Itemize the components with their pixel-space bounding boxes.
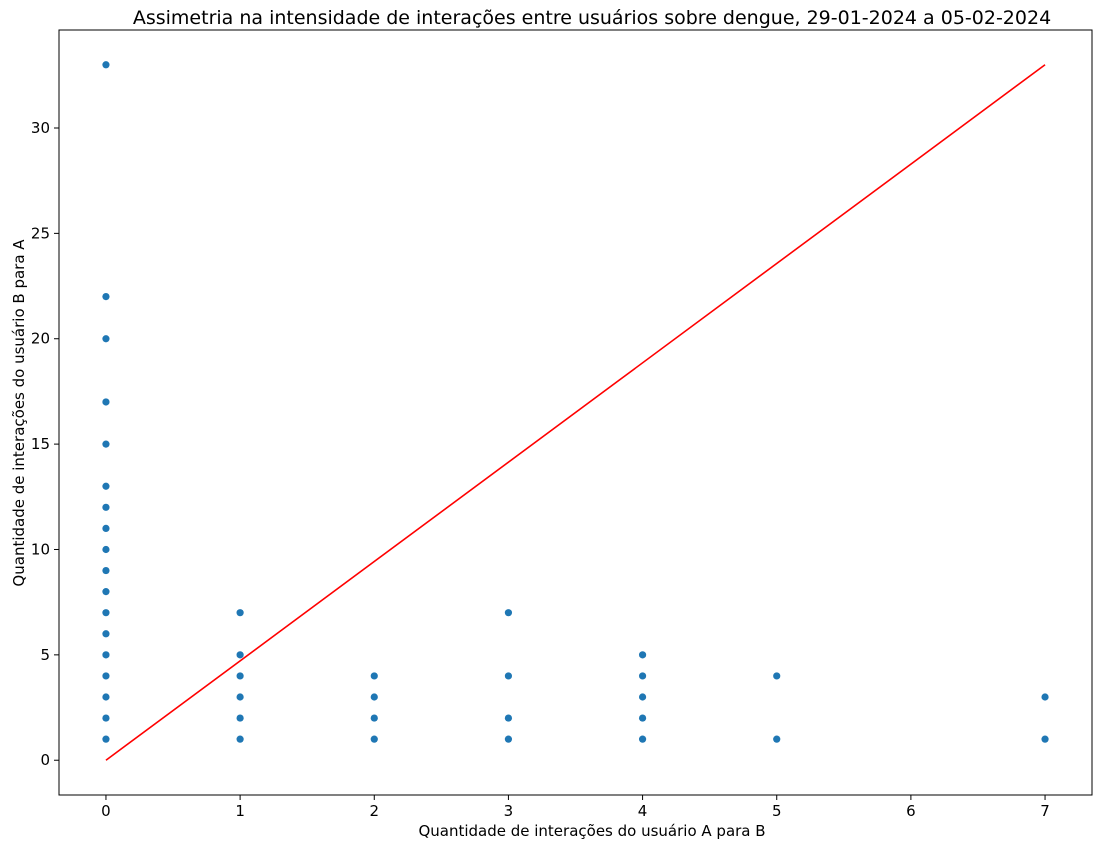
data-point [102,566,110,575]
data-point [504,714,513,722]
y-axis-ticks: 0 5 10 15 20 25 30 [31,119,59,769]
y-tick-label: 20 [31,330,50,348]
data-point [638,651,647,659]
data-point [638,693,647,701]
data-point [102,335,110,343]
y-tick-label: 30 [31,119,50,137]
data-point [773,735,781,743]
x-tick-label: 6 [906,802,916,820]
data-point [638,714,647,722]
data-point [102,545,110,554]
data-point [1041,693,1049,701]
x-tick-label: 7 [1040,802,1050,820]
data-point [102,588,110,596]
data-point [638,672,647,680]
data-point [236,651,244,659]
data-point [504,672,513,680]
data-point [504,609,513,617]
data-point [102,398,110,406]
y-tick-label: 0 [40,751,50,769]
plot-area [102,61,1049,761]
x-tick-label: 5 [772,802,782,820]
data-point [102,693,110,701]
x-tick-label: 1 [235,802,245,820]
y-tick-label: 5 [40,646,50,664]
data-point [236,693,244,701]
data-point [370,714,378,722]
data-point [102,735,110,743]
x-tick-label: 3 [504,802,514,820]
x-axis-label: Quantidade de interações do usuário A pa… [418,822,765,840]
y-tick-label: 15 [31,435,50,453]
data-point [102,714,110,722]
data-point [370,735,378,743]
data-point [638,735,647,743]
data-point [236,609,244,617]
chart-title: Assimetria na intensidade de interações … [133,7,1051,29]
x-tick-label: 2 [369,802,379,820]
data-point [102,651,110,659]
data-point [370,672,378,680]
data-point [370,693,378,701]
data-point [102,672,110,680]
x-tick-label: 4 [638,802,648,820]
data-point [773,672,781,680]
axes-frame [58,29,1093,796]
data-point [102,524,110,533]
data-point [102,440,110,448]
data-point [102,630,110,638]
data-point [236,672,244,680]
data-point [236,714,244,722]
data-point [102,292,110,301]
data-point [102,61,110,69]
x-tick-label: 0 [101,802,111,820]
data-point [504,735,513,743]
data-point [102,609,110,617]
data-point [102,482,110,490]
data-point [1041,735,1049,743]
y-axis-label: Quantidade de interações do usuário B pa… [10,239,28,587]
x-axis-ticks: 0 1 2 3 4 5 6 7 [101,795,1050,820]
data-point [236,735,244,743]
data-point [102,503,110,511]
y-tick-label: 25 [31,224,50,242]
reference-line [105,64,1046,761]
y-tick-label: 10 [31,540,50,558]
